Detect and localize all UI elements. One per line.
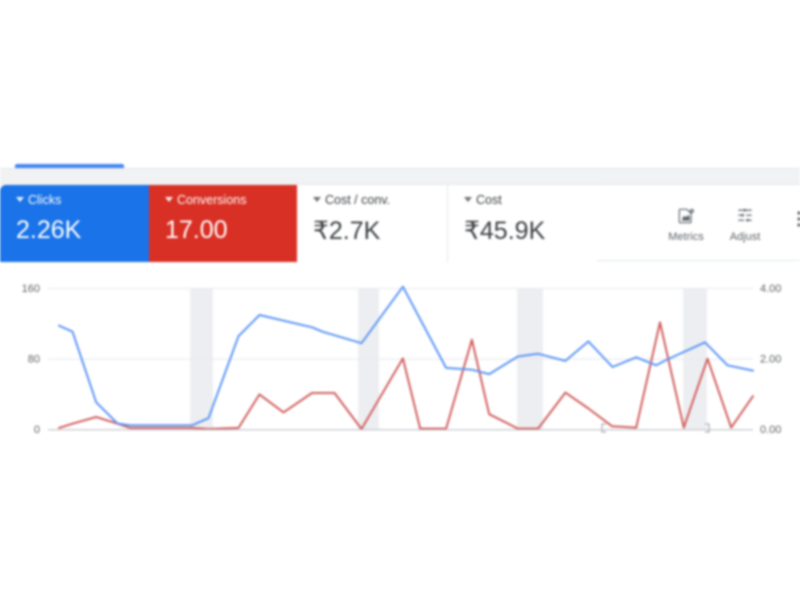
svg-text:0.00: 0.00 <box>760 424 781 436</box>
svg-text:2.00: 2.00 <box>760 354 781 366</box>
svg-text:160: 160 <box>22 283 40 295</box>
svg-text:4.00: 4.00 <box>760 283 781 295</box>
svg-text:0: 0 <box>34 424 40 436</box>
svg-text:80: 80 <box>28 354 40 366</box>
